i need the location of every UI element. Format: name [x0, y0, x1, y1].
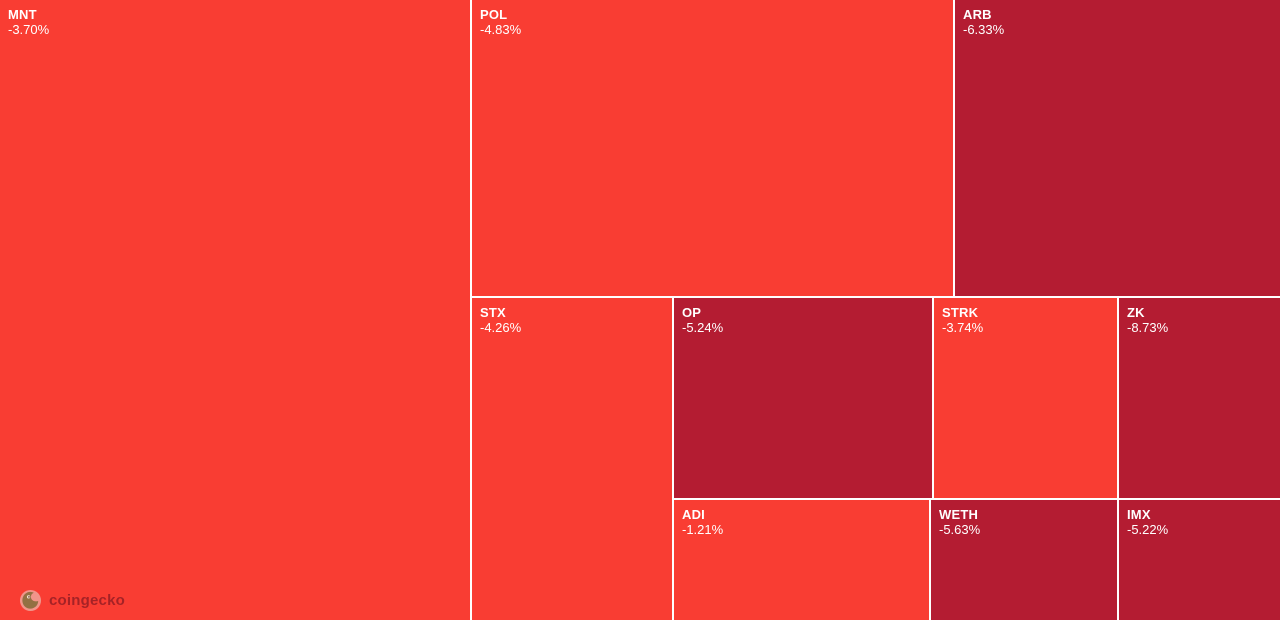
tile-change-percent: -3.74%	[942, 320, 984, 335]
treemap-tile-mnt[interactable]: MNT -3.70%	[0, 0, 470, 620]
tile-symbol: WETH	[939, 507, 979, 522]
tile-change-percent: -6.33%	[963, 22, 1005, 37]
tile-symbol: ZK	[1127, 305, 1145, 320]
tile-change-percent: -1.21%	[682, 522, 724, 537]
coingecko-attribution-link[interactable]: coingecko	[19, 589, 125, 612]
treemap-tile-adi[interactable]: ADI -1.21%	[674, 500, 929, 620]
coingecko-icon	[19, 589, 42, 612]
tile-change-percent: -8.73%	[1127, 320, 1169, 335]
tile-change-percent: -4.26%	[480, 320, 522, 335]
treemap-tile-arb[interactable]: ARB -6.33%	[955, 0, 1280, 296]
tile-change-percent: -4.83%	[480, 22, 522, 37]
tile-symbol: ARB	[963, 7, 992, 22]
tile-symbol: STRK	[942, 305, 979, 320]
coingecko-wordmark: coingecko	[49, 592, 125, 609]
treemap-tile-stx[interactable]: STX -4.26%	[472, 298, 672, 620]
treemap-tile-zk[interactable]: ZK -8.73%	[1119, 298, 1280, 498]
tile-change-percent: -5.24%	[682, 320, 724, 335]
tile-symbol: OP	[682, 305, 702, 320]
tile-symbol: STX	[480, 305, 506, 320]
treemap-tile-strk[interactable]: STRK -3.74%	[934, 298, 1117, 498]
treemap-tile-weth[interactable]: WETH -5.63%	[931, 500, 1117, 620]
tile-change-percent: -5.22%	[1127, 522, 1169, 537]
treemap-tile-pol[interactable]: POL -4.83%	[472, 0, 953, 296]
tile-symbol: IMX	[1127, 507, 1151, 522]
treemap-tile-imx[interactable]: IMX -5.22%	[1119, 500, 1280, 620]
treemap-tile-op[interactable]: OP -5.24%	[674, 298, 932, 498]
tile-change-percent: -3.70%	[8, 22, 50, 37]
tile-change-percent: -5.63%	[939, 522, 981, 537]
tile-symbol: ADI	[682, 507, 705, 522]
tile-symbol: POL	[480, 7, 508, 22]
tile-symbol: MNT	[8, 7, 37, 22]
